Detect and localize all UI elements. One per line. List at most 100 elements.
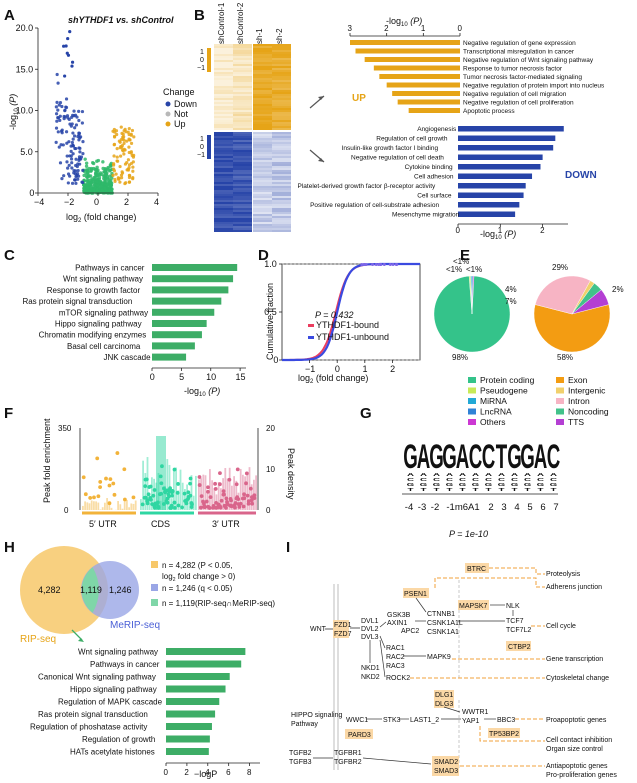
volcano-point-up (132, 135, 136, 139)
region-5utr-peak-point (108, 477, 113, 482)
panel-d-letter: D (258, 247, 269, 264)
heatmap-cell (214, 76, 233, 78)
volcano-point-down (65, 160, 69, 164)
heatmap-cell (253, 94, 272, 96)
volcano-point-down (78, 146, 82, 150)
heatmap-cell (214, 66, 233, 68)
panel-h-x-tick-label: 6 (226, 768, 231, 777)
heatmap-cell (233, 132, 252, 134)
h-pathway-bar (166, 673, 230, 680)
up-bar-label: Negative regulation of Wnt signaling pat… (463, 57, 594, 64)
panel-a-y-tick-label: 5.0 (20, 147, 33, 157)
node-hippo-1: HIPPO signaling (291, 712, 342, 719)
heatmap-cell (253, 172, 272, 174)
heatmap-cell (253, 152, 272, 154)
heatmap-cell (214, 46, 233, 48)
volcano-point-up (129, 150, 133, 154)
region-3utr-density-bar (255, 475, 257, 510)
cdf-point (391, 262, 395, 266)
volcano-point-down (81, 180, 85, 185)
region-3utr-peak-point (234, 482, 239, 487)
heatmap-cell (272, 190, 291, 192)
panel-d: D Cumulative fraction −1 0 1 2 0 0.5 1.0 P = 0… (258, 247, 421, 385)
pie-right-label: 29% (552, 263, 568, 272)
heatmap-cell (253, 104, 272, 106)
sequence-logo: GACGTAACGTGACGTGACGTAACGTCACGTCACGTTACGT… (403, 437, 560, 492)
heatmap-cell (272, 60, 291, 62)
volcano-point-up (119, 137, 123, 142)
volcano-point-down (78, 136, 82, 140)
up-scale-label: 0 (200, 57, 204, 64)
heatmap-cell (253, 50, 272, 52)
heatmap-cell (214, 150, 233, 152)
heatmap-cell (233, 220, 252, 222)
heatmap-cell (253, 212, 272, 214)
heatmap-cell (233, 90, 252, 92)
motif-background-letter: C (446, 477, 454, 482)
region-3utr-peak-point (235, 467, 240, 472)
heatmap-cell (233, 222, 252, 224)
legend-merip-swatch (151, 584, 158, 591)
heatmap-cell (233, 150, 252, 152)
pathway-bar (152, 331, 202, 339)
hippo-outputs: Proapoptotic genes Cell contact inhibitio… (546, 717, 617, 779)
heatmap-cell (214, 110, 233, 112)
logo-position-label: 5 (527, 502, 532, 513)
cdf-point (388, 262, 392, 266)
heatmap-cell (233, 172, 252, 174)
region-3utr-peak-point (213, 481, 217, 486)
heatmap-cell (272, 136, 291, 138)
heatmap-cell (272, 78, 291, 80)
motif-background-letter: T (486, 487, 492, 492)
volcano-point-up (120, 176, 124, 180)
heatmap-cell (253, 128, 272, 130)
heatmap-cell (233, 210, 252, 212)
panel-f-ytick-right: 20 (266, 424, 275, 433)
heatmap-cell (272, 222, 291, 224)
panel-c-xlabel: -log10 (P) (184, 386, 220, 398)
heatmap-cell (272, 94, 291, 96)
volcano-point-up (116, 177, 121, 181)
heatmap-cell (214, 94, 233, 96)
motif-background-letter: C (459, 477, 467, 482)
node-fzd1: FZD1 (334, 622, 352, 629)
heatmap-cell (233, 204, 252, 206)
region-5utr-peak-point (92, 495, 96, 500)
up-bar-label: Tumor necrosis factor-mediated signaling (463, 74, 582, 81)
cdf-point (395, 262, 399, 266)
motif-background-letter: A (420, 472, 428, 477)
heatmap-cell (272, 200, 291, 202)
heatmap-cell (233, 208, 252, 210)
region-cds-peak-point (186, 496, 191, 501)
heatmap-cell (253, 144, 272, 146)
heatmap-cell (214, 104, 233, 106)
heatmap-cell (272, 210, 291, 212)
volcano-point-down (76, 168, 80, 173)
heatmap-cell (272, 226, 291, 228)
volcano-point-down (72, 171, 76, 175)
down-bar (458, 211, 516, 217)
down-bar (458, 164, 541, 170)
region-3utr-density-bar (198, 479, 200, 510)
region-cds-peak-point (170, 489, 175, 494)
up-bar (397, 99, 460, 105)
heatmap-cell (214, 116, 233, 118)
volcano-point-up (125, 139, 129, 143)
panel-f-ytick-right: 0 (266, 506, 271, 515)
motif-letter: G (520, 437, 535, 475)
motif-background-letter: C (433, 477, 441, 482)
volcano-point-up (119, 154, 123, 158)
heatmap-cell (233, 188, 252, 190)
volcano-point-down (77, 118, 81, 123)
heatmap-cell (233, 126, 252, 128)
region-cds-density-bar (195, 475, 197, 510)
region-cds-peak-point (188, 493, 193, 498)
heatmap-cell (272, 164, 291, 166)
heatmap-cell (253, 196, 272, 198)
heatmap-cell (272, 230, 291, 232)
motif-background-letter: G (433, 482, 441, 487)
legend-overlap-text: n = 1,119(RIP-seq∩MeRIP-seq) (162, 599, 275, 608)
heatmap-cell (233, 152, 252, 154)
volcano-point-down (75, 115, 79, 119)
